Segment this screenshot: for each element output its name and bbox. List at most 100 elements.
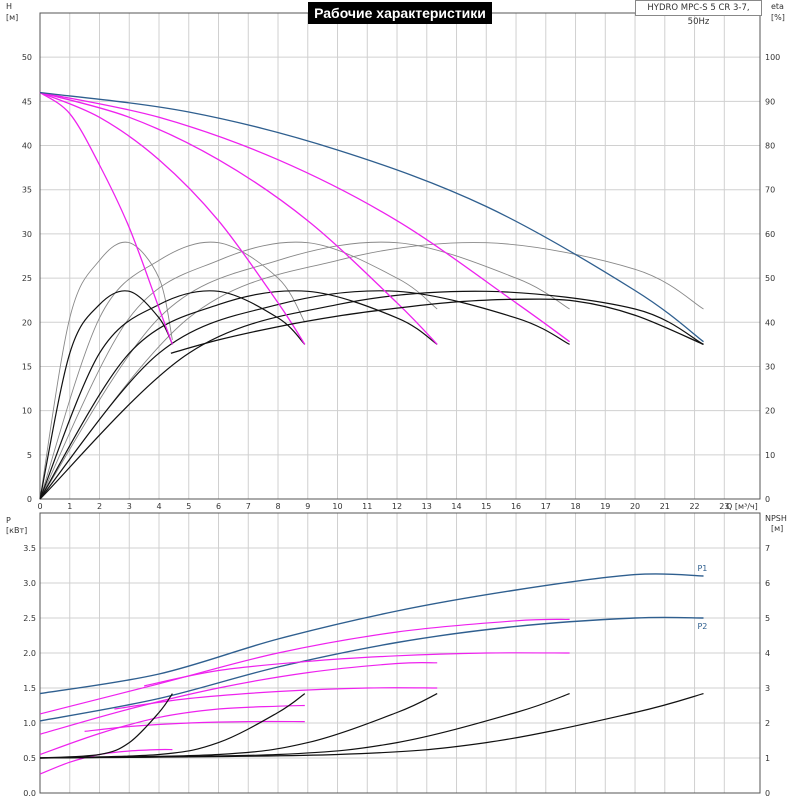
head-curve [39,91,704,343]
x-tick-label: 5 [186,502,191,511]
y-right-tick-label: 4 [765,649,770,658]
y-right-tick-label: 1 [765,754,770,763]
x-tick-label: 4 [156,502,161,511]
x-tick-label: 20 [630,502,640,511]
y-tick-label: 2.5 [23,614,36,623]
y-right-axis-unit: [%] [771,13,785,22]
y-right-tick-label: 3 [765,684,770,693]
y-axis-label: H [6,2,12,11]
y-tick-label: 30 [22,230,32,239]
y-right-tick-label: 70 [765,186,775,195]
chart-title: Рабочие характеристики [308,2,492,24]
eta-curve [39,241,173,500]
power-curve [84,720,305,732]
power-curve [39,618,570,715]
y-tick-label: 20 [22,318,32,327]
x-tick-label: 18 [570,502,580,511]
y-right-tick-label: 2 [765,719,770,728]
y-tick-label: 45 [22,97,32,106]
power-curve [39,704,305,756]
y-tick-label: 2.0 [23,649,36,658]
x-tick-label: 6 [216,502,221,511]
y-tick-label: 1.0 [23,719,36,728]
eta-curve [39,241,438,500]
x-tick-label: 2 [97,502,102,511]
eta-curve [39,241,306,500]
x-tick-label: 12 [392,502,402,511]
power-curve [39,661,438,735]
eta-curve [39,290,570,500]
x-tick-label: 3 [127,502,132,511]
x-tick-label: 7 [246,502,251,511]
y-right-tick-label: 7 [765,544,770,553]
y-right-tick-label: 30 [765,362,775,371]
y-axis-unit: [м] [6,13,18,22]
x-tick-label: 10 [332,502,342,511]
head-curve [39,91,438,345]
head-curve [39,91,174,345]
power-curve [143,652,570,687]
y-tick-label: 0.5 [23,754,36,763]
y-tick-label: 50 [22,53,32,62]
eta-curve [39,290,173,500]
y-tick-label: 10 [22,407,32,416]
x-tick-label: 22 [689,502,699,511]
x-tick-label: 19 [600,502,610,511]
power-curve [39,693,173,759]
y-right-axis-label: eta [771,2,784,11]
eta-curve [39,290,306,500]
power-curve [39,693,704,759]
y-right-tick-label: 0 [765,495,770,504]
plot-frame [39,12,761,500]
y-axis-unit: [кВт] [6,526,27,535]
x-tick-label: 1 [67,502,72,511]
plot-frame [39,512,761,794]
y-right-tick-label: 60 [765,230,775,239]
x-tick-label: 0 [37,502,42,511]
y-right-tick-label: 50 [765,274,775,283]
y-right-tick-label: 80 [765,142,775,151]
y-tick-label: 1.5 [23,684,36,693]
x-tick-label: 17 [541,502,551,511]
y-tick-label: 3.5 [23,544,36,553]
series-label-p2: P2 [697,622,707,631]
y-right-tick-label: 5 [765,614,770,623]
head-curve [39,91,570,343]
model-label: HYDRO MPC-S 5 CR 3-7, 50Hz [635,0,762,27]
y-right-axis-label: NPSH [765,514,787,523]
x-tick-label: 15 [481,502,491,511]
x-tick-label: 13 [422,502,432,511]
y-right-tick-label: 10 [765,451,775,460]
power-curve [39,573,704,695]
eta-curve [39,290,704,500]
y-right-tick-label: 40 [765,318,775,327]
y-right-tick-label: 90 [765,97,775,106]
eta-curve [39,241,570,500]
y-tick-label: 40 [22,142,32,151]
y-tick-label: 25 [22,274,32,283]
power-curve [39,616,704,722]
y-right-tick-label: 6 [765,579,770,588]
y-tick-label: 0 [27,495,32,504]
x-tick-label: 23 [719,502,729,511]
x-tick-label: 21 [660,502,670,511]
eta-curve [39,242,704,500]
x-tick-label: 16 [511,502,521,511]
y-right-tick-label: 100 [765,53,780,62]
power-curve [114,687,438,710]
y-right-tick-label: 20 [765,407,775,416]
y-axis-label: P [6,516,11,525]
y-tick-label: 0.0 [23,789,36,798]
series-label-p1: P1 [697,564,707,573]
y-right-axis-unit: [м] [771,524,783,533]
y-tick-label: 5 [27,451,32,460]
eta-curve [39,290,438,500]
y-tick-label: 3.0 [23,579,36,588]
head-curve [39,91,306,345]
x-tick-label: 14 [451,502,461,511]
y-tick-label: 15 [22,362,32,371]
x-tick-label: 8 [275,502,280,511]
y-tick-label: 35 [22,186,32,195]
head-curve [170,298,704,354]
x-tick-label: 9 [305,502,310,511]
